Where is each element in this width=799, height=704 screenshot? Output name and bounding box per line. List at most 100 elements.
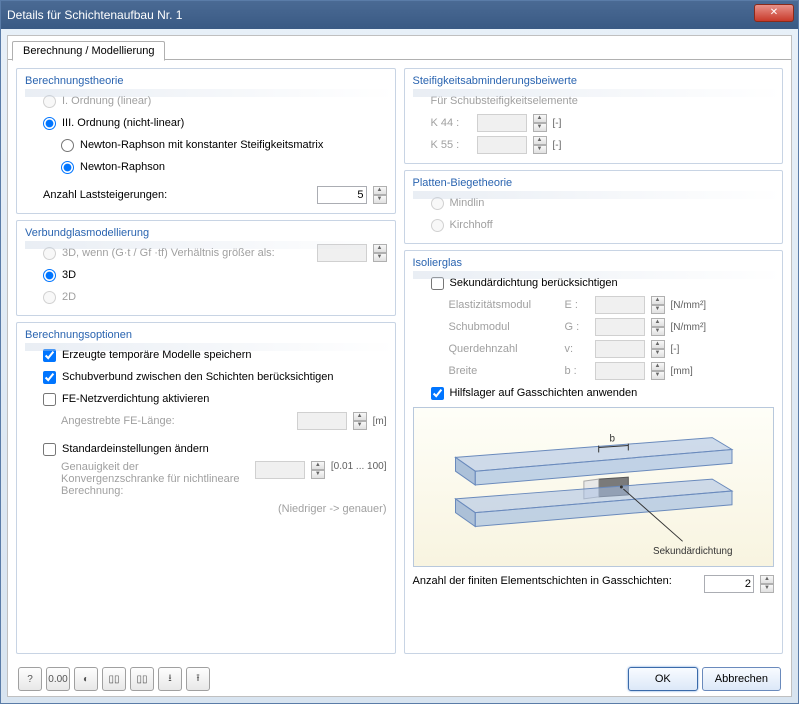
poisson-spinner: ▲▼ bbox=[651, 340, 665, 358]
poisson-sym: v: bbox=[565, 343, 589, 355]
radio-2d bbox=[43, 291, 56, 304]
import-icon[interactable]: ⭳ bbox=[158, 667, 182, 691]
load-inc-field[interactable]: 5 bbox=[317, 186, 367, 204]
width-label: Breite bbox=[449, 365, 559, 377]
check-fe-refine[interactable] bbox=[43, 393, 56, 406]
fe-len-field bbox=[297, 412, 347, 430]
radio-2d-label: 2D bbox=[62, 291, 76, 303]
fe-len-unit: [m] bbox=[373, 416, 387, 427]
poisson-unit: [-] bbox=[671, 344, 680, 355]
group-iso: Isolierglas Sekundärdichtung berücksicht… bbox=[404, 250, 784, 654]
emod-spinner: ▲▼ bbox=[651, 296, 665, 314]
tool1-icon[interactable]: ◐ bbox=[74, 667, 98, 691]
check-std-row[interactable]: Standardeinstellungen ändern bbox=[25, 439, 387, 459]
titlebar: Details für Schichtenaufbau Nr. 1 ✕ bbox=[1, 1, 798, 29]
fe-len-spinner: ▲▼ bbox=[353, 412, 367, 430]
group-composite: Verbundglasmodellierung 3D, wenn (G·t / … bbox=[16, 220, 396, 316]
width-unit: [mm] bbox=[671, 366, 693, 377]
tab-strip: Berechnung / Modellierung bbox=[8, 36, 791, 60]
fe-len-label: Angestrebte FE-Länge: bbox=[61, 415, 291, 427]
radio-order3-label: III. Ordnung (nicht-linear) bbox=[62, 117, 184, 129]
check-aux[interactable] bbox=[431, 387, 444, 400]
radio-kirchhoff bbox=[431, 219, 444, 232]
load-inc-label: Anzahl Laststeigerungen: bbox=[43, 189, 311, 201]
check-aux-row[interactable]: Hilfslager auf Gasschichten anwenden bbox=[413, 383, 775, 403]
poisson-field bbox=[595, 340, 645, 358]
gmod-label: Schubmodul bbox=[449, 321, 559, 333]
dialog-window: Details für Schichtenaufbau Nr. 1 ✕ Bere… bbox=[0, 0, 799, 704]
iso-diagram: b Sekundärdichtung bbox=[413, 407, 775, 567]
conv-row: Genauigkeit der Konvergenzschranke für n… bbox=[25, 461, 387, 497]
radio-nr-row[interactable]: Newton-Raphson bbox=[25, 157, 387, 177]
k55-spinner: ▲▼ bbox=[533, 136, 547, 154]
close-button[interactable]: ✕ bbox=[754, 4, 794, 22]
footer-bar: ? 0.00 ◐ ▯▯ ▯▯ ⭳ ⭱ OK Abbrechen bbox=[8, 662, 791, 696]
k55-row: K 55 : ▲▼ [-] bbox=[413, 135, 775, 155]
emod-unit: [N/mm²] bbox=[671, 300, 707, 311]
poisson-row: Querdehnzahl v: ▲▼ [-] bbox=[413, 339, 775, 359]
ok-button[interactable]: OK bbox=[628, 667, 698, 691]
check-shear-row[interactable]: Schubverbund zwischen den Schichten berü… bbox=[25, 367, 387, 387]
layers-field[interactable]: 2 bbox=[704, 575, 754, 593]
radio-nr-label: Newton-Raphson bbox=[80, 161, 165, 173]
group-options: Berechnungsoptionen Erzeugte temporäre M… bbox=[16, 322, 396, 654]
poisson-label: Querdehnzahl bbox=[449, 343, 559, 355]
conv-field bbox=[255, 461, 305, 479]
gmod-row: Schubmodul G : ▲▼ [N/mm²] bbox=[413, 317, 775, 337]
help-icon[interactable]: ? bbox=[18, 667, 42, 691]
radio-nr-const-label: Newton-Raphson mit konstanter Steifigkei… bbox=[80, 139, 323, 151]
layers-spinner[interactable]: ▲▼ bbox=[760, 575, 774, 593]
emod-row: Elastizitätsmodul E : ▲▼ [N/mm²] bbox=[413, 295, 775, 315]
radio-3d-row[interactable]: 3D bbox=[25, 265, 387, 285]
width-spinner: ▲▼ bbox=[651, 362, 665, 380]
width-field bbox=[595, 362, 645, 380]
radio-nr-const[interactable] bbox=[61, 139, 74, 152]
group-plate: Platten-Biegetheorie Mindlin Kirchhoff bbox=[404, 170, 784, 244]
tool2-icon[interactable]: ▯▯ bbox=[102, 667, 126, 691]
k44-label: K 44 : bbox=[431, 117, 471, 129]
k44-unit: [-] bbox=[553, 118, 562, 129]
group-title-iso: Isolierglas bbox=[413, 257, 775, 269]
radio-3d-label: 3D bbox=[62, 269, 76, 281]
check-shear-label: Schubverbund zwischen den Schichten berü… bbox=[62, 371, 334, 383]
load-inc-row: Anzahl Laststeigerungen: 5 ▲▼ bbox=[25, 185, 387, 205]
k44-spinner: ▲▼ bbox=[533, 114, 547, 132]
radio-kirchhoff-label: Kirchhoff bbox=[450, 219, 493, 231]
cancel-button[interactable]: Abbrechen bbox=[702, 667, 781, 691]
conv-range: [0.01 ... 100] bbox=[331, 461, 387, 472]
right-column: Steifigkeitsabminderungsbeiwerte Für Sch… bbox=[404, 68, 784, 654]
k44-row: K 44 : ▲▼ [-] bbox=[413, 113, 775, 133]
group-title-stiffness: Steifigkeitsabminderungsbeiwerte bbox=[413, 75, 775, 87]
conv-label2: Konvergenzschranke für nichtlineare bbox=[61, 473, 249, 485]
check-fe-refine-row[interactable]: FE-Netzverdichtung aktivieren bbox=[25, 389, 387, 409]
check-aux-label: Hilfslager auf Gasschichten anwenden bbox=[450, 387, 638, 399]
group-title-theory: Berechnungstheorie bbox=[25, 75, 387, 87]
radio-order3[interactable] bbox=[43, 117, 56, 130]
radio-3d[interactable] bbox=[43, 269, 56, 282]
tool3-icon[interactable]: ▯▯ bbox=[130, 667, 154, 691]
emod-sym: E : bbox=[565, 299, 589, 311]
emod-label: Elastizitätsmodul bbox=[449, 299, 559, 311]
radio-nr[interactable] bbox=[61, 161, 74, 174]
width-sym: b : bbox=[565, 365, 589, 377]
content-area: Berechnung / Modellierung Berechnungsthe… bbox=[7, 35, 792, 697]
check-std-label: Standardeinstellungen ändern bbox=[62, 443, 209, 455]
check-std[interactable] bbox=[43, 443, 56, 456]
tab-calculation[interactable]: Berechnung / Modellierung bbox=[12, 41, 165, 61]
k44-field bbox=[477, 114, 527, 132]
group-title-options: Berechnungsoptionen bbox=[25, 329, 387, 341]
conv-label3: Berechnung: bbox=[61, 485, 249, 497]
window-title: Details für Schichtenaufbau Nr. 1 bbox=[7, 8, 182, 22]
layers-label: Anzahl der finiten Elementschichten in G… bbox=[413, 575, 699, 587]
radio-order3-row[interactable]: III. Ordnung (nicht-linear) bbox=[25, 113, 387, 133]
units-icon[interactable]: 0.00 bbox=[46, 667, 70, 691]
check-shear[interactable] bbox=[43, 371, 56, 384]
radio-2d-row: 2D bbox=[25, 287, 387, 307]
iso-diagram-svg: b Sekundärdichtung bbox=[414, 408, 774, 566]
conv-label1: Genauigkeit der bbox=[61, 461, 249, 473]
export-icon[interactable]: ⭱ bbox=[186, 667, 210, 691]
group-theory: Berechnungstheorie I. Ordnung (linear) I… bbox=[16, 68, 396, 214]
diag-b: b bbox=[609, 434, 615, 445]
radio-nr-const-row[interactable]: Newton-Raphson mit konstanter Steifigkei… bbox=[25, 135, 387, 155]
load-inc-spinner[interactable]: ▲▼ bbox=[373, 186, 387, 204]
